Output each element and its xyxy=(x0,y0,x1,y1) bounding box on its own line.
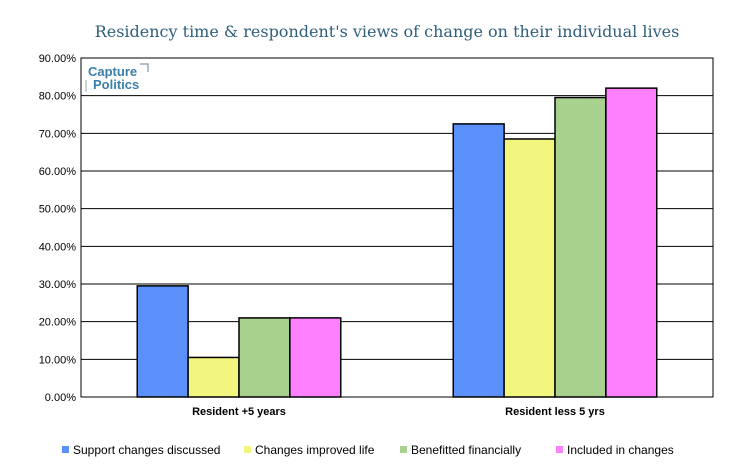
chart-title: Residency time & respondent's views of c… xyxy=(95,22,680,41)
y-axis-tick-labels: 0.00% 10.00% 20.00% 30.00% 40.00% 50.00% 60.00… xyxy=(39,53,77,404)
y-tick-label: 0.00% xyxy=(45,392,76,404)
legend-swatch xyxy=(400,446,407,453)
bar xyxy=(238,317,291,398)
y-tick-label: 70.00% xyxy=(39,128,77,140)
y-tick-label: 30.00% xyxy=(39,279,77,291)
legend-label: Support changes discussed xyxy=(73,443,220,457)
y-tick-label: 50.00% xyxy=(39,204,77,216)
bar xyxy=(187,356,240,398)
bars xyxy=(136,87,658,398)
bar xyxy=(452,123,505,398)
legend-swatch xyxy=(556,446,563,453)
legend: Support changes discussed Changes improve… xyxy=(62,443,674,457)
bar xyxy=(503,138,556,398)
logo-line-2: Politics xyxy=(93,77,139,92)
y-tick-label: 80.00% xyxy=(39,91,77,103)
y-tick-label: 60.00% xyxy=(39,166,77,178)
logo-corner-mark xyxy=(140,63,149,72)
logo-line-1: Capture xyxy=(88,64,137,79)
y-tick-label: 20.00% xyxy=(39,317,77,329)
y-tick-label: 40.00% xyxy=(39,241,77,253)
legend-label: Changes improved life xyxy=(255,443,375,457)
watermark-logo: Capture Politics xyxy=(85,63,149,92)
y-tick-label: 10.00% xyxy=(39,354,77,366)
legend-label: Included in changes xyxy=(567,443,674,457)
bar xyxy=(136,285,189,398)
x-category-label: Resident less 5 yrs xyxy=(505,406,605,418)
bar xyxy=(554,96,607,398)
legend-swatch xyxy=(62,446,69,453)
x-category-label: Resident +5 years xyxy=(192,406,286,418)
y-tick-label: 90.00% xyxy=(39,53,77,65)
bar xyxy=(605,87,658,398)
legend-swatch xyxy=(244,446,251,453)
bar xyxy=(289,317,342,398)
x-axis-category-labels: Resident +5 years Resident less 5 yrs xyxy=(192,406,605,418)
legend-label: Benefitted financially xyxy=(411,443,521,457)
